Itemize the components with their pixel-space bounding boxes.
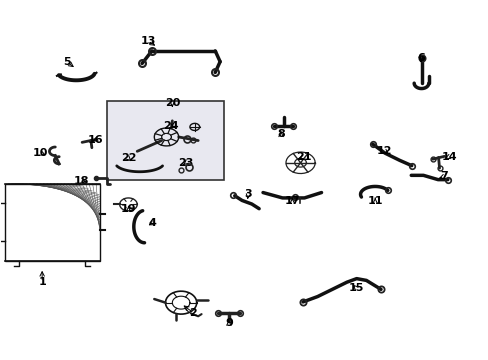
Bar [107,101,224,180]
Text: 11: 11 [366,196,382,206]
Text: 6: 6 [416,53,424,63]
Text: 15: 15 [348,283,364,293]
Text: 12: 12 [376,146,392,156]
Text: 4: 4 [148,218,157,228]
Text: 21: 21 [296,152,311,162]
Text: 19: 19 [121,204,136,215]
Text: 22: 22 [121,153,136,163]
Text: 18: 18 [73,176,89,186]
Text: 23: 23 [178,158,193,168]
Text: 5: 5 [62,57,70,67]
Text: 20: 20 [164,98,180,108]
Text: 24: 24 [163,121,179,131]
Text: 13: 13 [140,36,155,46]
Text: 16: 16 [88,135,103,145]
Text: 17: 17 [284,196,300,206]
Text: 7: 7 [440,171,447,181]
Text: 9: 9 [224,318,232,328]
Text: 3: 3 [244,189,252,199]
Text: 1: 1 [38,277,46,287]
Text: 10: 10 [33,148,48,158]
Text: 14: 14 [441,152,456,162]
Text: 8: 8 [277,129,285,139]
Bar [4,184,100,261]
Text: 2: 2 [189,308,197,318]
